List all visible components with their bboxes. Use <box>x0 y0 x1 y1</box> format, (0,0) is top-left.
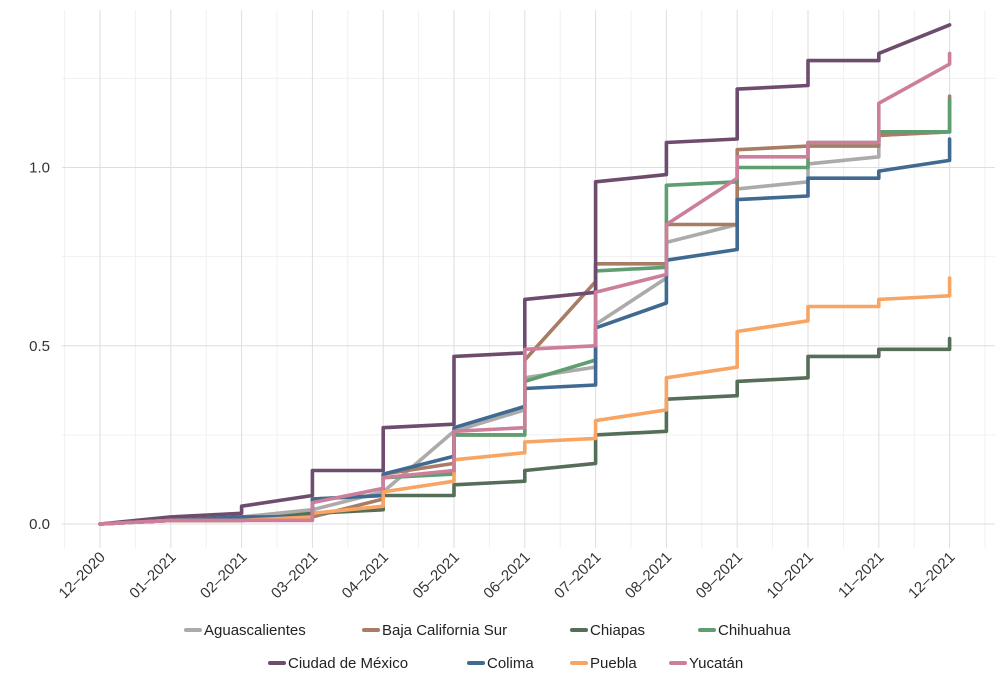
legend-item-puebla: Puebla <box>570 655 637 672</box>
legend-label: Puebla <box>590 655 637 672</box>
y-tick-label: 1.0 <box>29 160 50 177</box>
y-axis-tick-labels: 0.0 0.5 1.0 <box>29 160 50 534</box>
series-line-yucatan <box>98 51 952 526</box>
x-tick-label: 06–2021 <box>480 549 533 602</box>
x-tick-label: 01–2021 <box>126 549 179 602</box>
x-tick-label: 04–2021 <box>339 549 392 602</box>
minor-gridlines <box>62 10 995 548</box>
legend-label: Chiapas <box>590 622 645 639</box>
legend-item-chihuahua: Chihuahua <box>698 622 791 639</box>
legend-item-colima: Colima <box>467 655 534 672</box>
x-tick-label: 07–2021 <box>551 549 604 602</box>
legend-item-yucatan: Yucatán <box>669 655 743 672</box>
x-tick-label: 02–2021 <box>197 549 250 602</box>
x-tick-label: 11–2021 <box>835 549 888 602</box>
x-tick-label: 05–2021 <box>410 549 463 602</box>
legend: Aguascalientes Baja California Sur Chiapas… <box>184 622 791 672</box>
x-tick-label: 08–2021 <box>622 549 675 602</box>
legend-item-ciudad-de-mexico: Ciudad de México <box>268 655 408 672</box>
legend-item-aguascalientes: Aguascalientes <box>184 622 306 639</box>
legend-label: Colima <box>487 655 534 672</box>
major-gridlines <box>62 10 995 548</box>
x-tick-label: 09–2021 <box>693 549 746 602</box>
x-tick-label: 10–2021 <box>764 549 817 602</box>
legend-label: Chihuahua <box>718 622 791 639</box>
legend-label: Yucatán <box>689 655 743 672</box>
legend-label: Aguascalientes <box>204 622 306 639</box>
series-lines <box>98 23 952 526</box>
x-tick-label: 12–2021 <box>905 549 958 602</box>
series-line-ciudad-de-mexico <box>98 23 952 526</box>
x-tick-label: 12–2020 <box>56 549 109 602</box>
y-tick-label: 0.0 <box>29 516 50 533</box>
x-tick-label: 03–2021 <box>268 549 321 602</box>
y-tick-label: 0.5 <box>29 338 50 355</box>
legend-label: Baja California Sur <box>382 622 507 639</box>
legend-item-chiapas: Chiapas <box>570 622 645 639</box>
x-axis-tick-labels: 12–2020 01–2021 02–2021 03–2021 04–2021 05–20… <box>56 549 959 602</box>
legend-label: Ciudad de México <box>288 655 408 672</box>
legend-item-baja-california-sur: Baja California Sur <box>362 622 507 639</box>
